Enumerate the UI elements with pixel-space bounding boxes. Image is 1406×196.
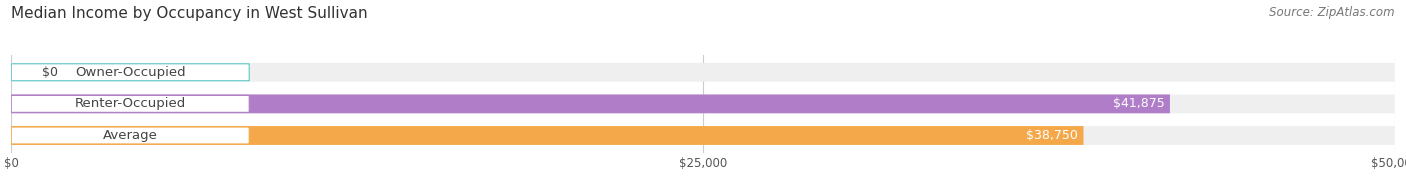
Text: Renter-Occupied: Renter-Occupied [75,97,186,110]
Text: $41,875: $41,875 [1112,97,1164,110]
Text: Median Income by Occupancy in West Sullivan: Median Income by Occupancy in West Sulli… [11,6,368,21]
Text: Owner-Occupied: Owner-Occupied [75,66,186,79]
Text: Average: Average [103,129,157,142]
FancyBboxPatch shape [11,64,249,81]
Text: $38,750: $38,750 [1026,129,1078,142]
FancyBboxPatch shape [11,126,1084,145]
FancyBboxPatch shape [11,126,1395,145]
FancyBboxPatch shape [11,94,1170,113]
Text: $0: $0 [42,66,58,79]
Text: Source: ZipAtlas.com: Source: ZipAtlas.com [1270,6,1395,19]
FancyBboxPatch shape [11,127,249,144]
FancyBboxPatch shape [11,63,1395,82]
FancyBboxPatch shape [11,94,1395,113]
FancyBboxPatch shape [11,95,249,112]
